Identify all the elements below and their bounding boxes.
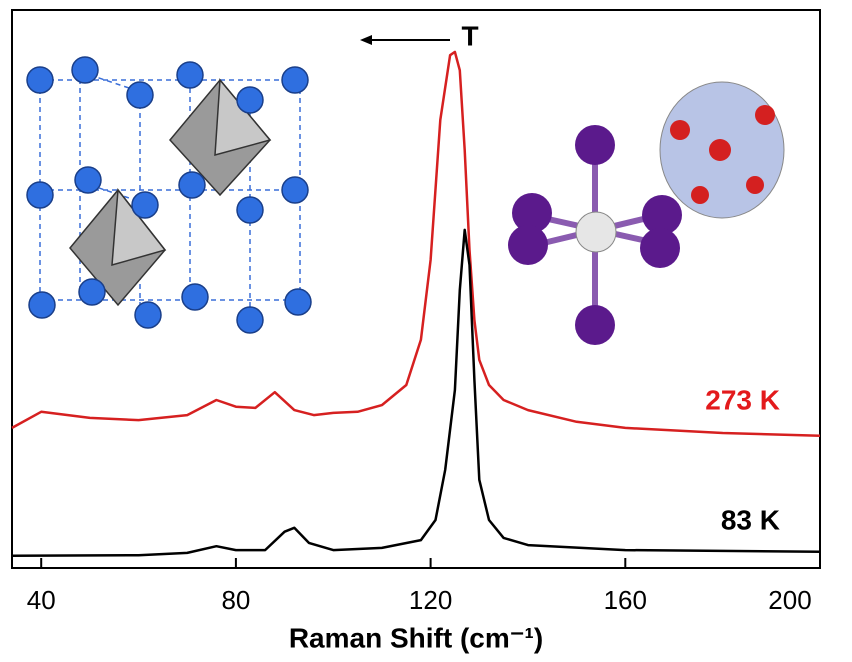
hirshfeld-surface [660, 82, 784, 218]
atoms [27, 57, 311, 333]
chart: 40 80 120 160 200 Raman Shift (cm⁻¹) T 273 K 83 … [0, 0, 852, 662]
x-tick-label: 40 [27, 585, 56, 615]
annotation: 273 K [705, 384, 780, 415]
x-tick-label: 160 [604, 585, 647, 615]
octahedra [70, 80, 270, 305]
x-axis-label: Raman Shift (cm⁻¹) [289, 622, 543, 653]
x-tick-label: 120 [409, 585, 452, 615]
molecule [508, 125, 682, 345]
x-tick-label: 80 [221, 585, 250, 615]
annotation: 83 K [721, 504, 780, 535]
page: {"chart_data": {"type": "line", "x_label… [0, 0, 852, 662]
annotation: T [461, 20, 478, 51]
arrowhead [360, 35, 372, 45]
x-tick-label: 200 [768, 585, 811, 615]
